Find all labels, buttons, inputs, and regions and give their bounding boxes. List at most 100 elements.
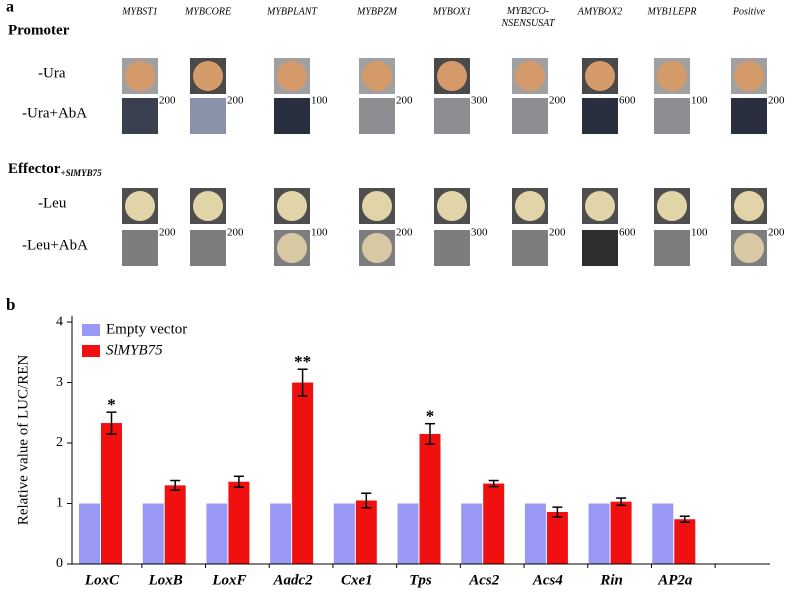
plate bbox=[731, 188, 767, 224]
plate bbox=[274, 230, 310, 266]
legend-swatch bbox=[82, 345, 100, 357]
error-bar bbox=[361, 492, 372, 509]
plate bbox=[582, 98, 618, 134]
plate bbox=[190, 230, 226, 266]
error-bar bbox=[425, 422, 435, 445]
significance-label: * bbox=[426, 407, 435, 426]
x-tick-label: Tps bbox=[409, 572, 432, 588]
concentration-label: 200 bbox=[768, 95, 785, 107]
plate bbox=[434, 98, 470, 134]
error-bar bbox=[106, 411, 117, 435]
concentration-label: 200 bbox=[549, 227, 566, 239]
y-tick-label: 2 bbox=[56, 435, 63, 450]
y-tick-label: 3 bbox=[56, 375, 63, 390]
plate bbox=[654, 188, 690, 224]
plate bbox=[359, 188, 395, 224]
colony bbox=[125, 191, 155, 221]
bar bbox=[79, 503, 100, 564]
plate bbox=[190, 98, 226, 134]
bar bbox=[461, 503, 483, 564]
x-tick-label: LoxC bbox=[84, 572, 120, 588]
column-header: MYBPLANT bbox=[266, 6, 318, 17]
colony bbox=[277, 61, 307, 91]
concentration-label: 100 bbox=[691, 227, 708, 239]
row-label: -Leu bbox=[38, 195, 67, 211]
row-label: -Ura+AbA bbox=[22, 105, 87, 121]
significance-label: ** bbox=[294, 352, 311, 371]
error-bar bbox=[679, 515, 690, 524]
colony bbox=[585, 191, 615, 221]
bar bbox=[397, 503, 419, 564]
panel-label: b bbox=[6, 295, 15, 314]
colony bbox=[277, 191, 307, 221]
plate-image bbox=[582, 98, 618, 134]
bar bbox=[588, 503, 610, 564]
concentration-label: 600 bbox=[619, 95, 636, 107]
colony bbox=[657, 191, 687, 221]
column-header: MYBCORE bbox=[184, 6, 231, 17]
bar bbox=[142, 503, 164, 564]
colony bbox=[734, 191, 764, 221]
concentration-label: 200 bbox=[549, 95, 566, 107]
x-tick-label: Acs4 bbox=[532, 572, 564, 588]
concentration-label: 100 bbox=[311, 227, 328, 239]
bar bbox=[228, 481, 250, 564]
plate-image bbox=[654, 230, 690, 266]
plate bbox=[434, 188, 470, 224]
bar bbox=[355, 500, 377, 564]
colony bbox=[515, 191, 545, 221]
column-header: MYBPZM bbox=[356, 6, 398, 17]
x-tick-label: AP2a bbox=[657, 572, 693, 588]
colony bbox=[437, 191, 467, 221]
bar bbox=[206, 503, 228, 564]
plate bbox=[654, 230, 690, 266]
colony bbox=[125, 61, 155, 91]
colony bbox=[362, 61, 392, 91]
x-tick-label: LoxB bbox=[148, 572, 183, 588]
plate-image bbox=[359, 98, 395, 134]
column-header: MYB2CO-NSENSUSAT bbox=[501, 6, 556, 29]
colony bbox=[585, 61, 615, 91]
colony bbox=[734, 233, 764, 263]
plate-image bbox=[190, 230, 226, 266]
plate bbox=[122, 230, 158, 266]
plate bbox=[359, 98, 395, 134]
promoter-label: Promoter bbox=[8, 22, 70, 38]
column-header: MYB1LEPR bbox=[647, 6, 697, 17]
plate bbox=[512, 230, 548, 266]
colony bbox=[437, 61, 467, 91]
y-tick-label: 1 bbox=[56, 496, 63, 511]
plate bbox=[274, 58, 310, 94]
bar bbox=[483, 483, 505, 564]
x-tick-label: Cxe1 bbox=[341, 572, 373, 588]
plate bbox=[512, 188, 548, 224]
x-tick-label: Aadc2 bbox=[273, 572, 314, 588]
error-bar bbox=[552, 506, 563, 518]
colony bbox=[657, 61, 687, 91]
x-tick-label: Rin bbox=[599, 572, 623, 588]
row-label: -Leu+AbA bbox=[22, 237, 88, 253]
plate-image bbox=[190, 98, 226, 134]
x-tick-label: LoxF bbox=[211, 572, 246, 588]
y-axis-label: Relative value of LUC/REN bbox=[15, 355, 31, 526]
plate bbox=[190, 58, 226, 94]
y-tick-label: 4 bbox=[56, 314, 63, 329]
bar bbox=[674, 519, 696, 564]
error-bar bbox=[488, 479, 499, 488]
concentration-label: 200 bbox=[227, 95, 244, 107]
plate bbox=[122, 98, 158, 134]
plate bbox=[731, 230, 767, 266]
plate-image bbox=[434, 98, 470, 134]
plate bbox=[274, 98, 310, 134]
error-bar bbox=[233, 475, 244, 488]
plate bbox=[359, 58, 395, 94]
colony bbox=[277, 233, 307, 263]
bar bbox=[164, 485, 186, 564]
plate bbox=[582, 58, 618, 94]
concentration-label: 200 bbox=[227, 227, 244, 239]
concentration-label: 200 bbox=[159, 95, 176, 107]
column-header: Positive bbox=[732, 6, 766, 17]
colony bbox=[515, 61, 545, 91]
plate-image bbox=[122, 230, 158, 266]
